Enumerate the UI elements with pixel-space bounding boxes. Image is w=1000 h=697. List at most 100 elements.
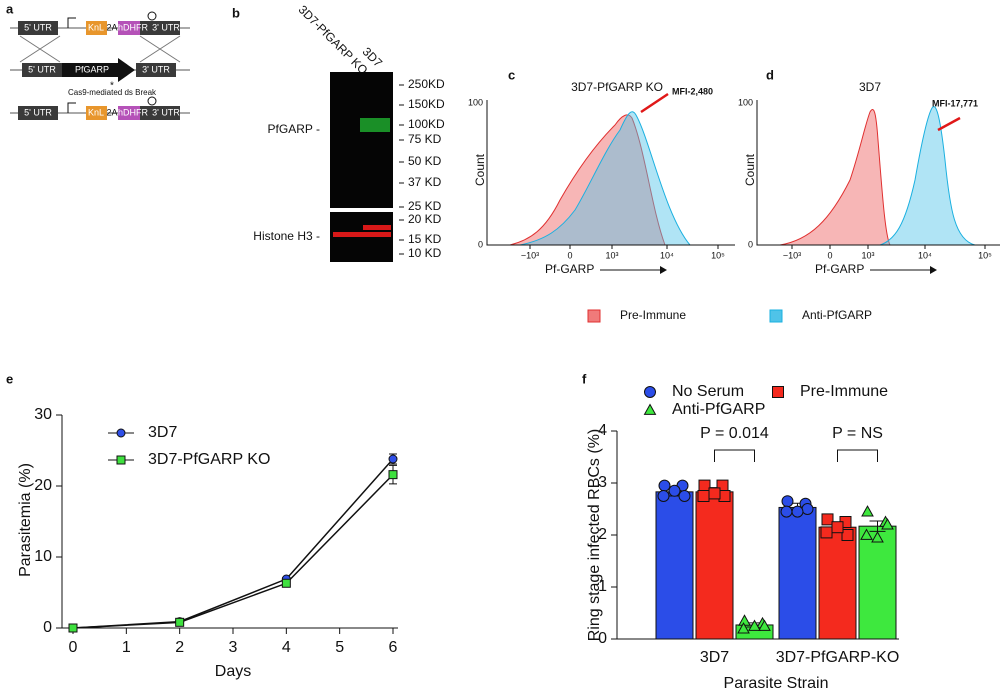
bar — [858, 525, 897, 640]
terminator — [147, 11, 157, 21]
histogram — [509, 114, 666, 246]
terminator — [147, 96, 157, 106]
x-tick-label: 3D7-PfGARP-KO — [776, 649, 900, 666]
blot — [330, 72, 393, 208]
bar — [778, 506, 817, 640]
x-tick-label: 0 — [827, 250, 832, 260]
panel-letter: b — [232, 5, 240, 20]
point — [841, 529, 854, 541]
box — [22, 63, 62, 77]
annotation: MFI-2,480 — [672, 86, 713, 96]
ladder-label: 50 KD — [408, 154, 442, 168]
cut-mark: * — [110, 81, 114, 92]
panel-letter: e — [6, 371, 13, 386]
x-tick-label: −10³ — [521, 250, 539, 260]
label: hDHFR — [118, 107, 149, 117]
point — [658, 479, 671, 492]
point — [68, 623, 78, 633]
box — [140, 106, 180, 120]
bar — [818, 526, 857, 640]
x-label: Pf-GARP — [815, 262, 864, 276]
point — [657, 490, 670, 502]
ladder-label: 15 KD — [408, 232, 442, 246]
point — [738, 614, 751, 626]
y-tick-label: 100 — [738, 97, 753, 107]
histogram — [779, 108, 891, 246]
x-tick-label: 10⁴ — [918, 250, 932, 260]
x-tick-label: 1 — [122, 639, 131, 656]
point — [801, 503, 814, 515]
legend-swatch — [769, 309, 783, 323]
band — [360, 118, 390, 132]
box — [140, 21, 180, 35]
x-tick-label: 6 — [389, 639, 398, 656]
point — [781, 495, 794, 508]
y-tick-label: 100 — [468, 97, 483, 107]
point — [871, 531, 884, 543]
x-tick-label: 10⁴ — [660, 250, 674, 260]
lane-label: 3D7-PfGARP KO — [296, 2, 371, 77]
y-label: Ring stage infected RBCs (%) — [586, 429, 603, 642]
panel-a: a 5' UTR KnL 2A hDHFR 3' UTR 5' UTR PfGA… — [6, 1, 190, 120]
point — [281, 578, 291, 588]
panel-title: 3D7 — [859, 80, 881, 94]
arrow — [640, 92, 669, 114]
x-label: Parasite Strain — [724, 675, 829, 692]
panel-letter: d — [766, 67, 774, 82]
ticks: −10³ 0 10³ 10⁴ 10⁵ 100 0 — [738, 97, 992, 260]
y-tick-label: 1 — [598, 578, 607, 595]
label: 5' UTR — [24, 22, 52, 32]
panel-d: d 3D7 MFI-17,771 Count Pf-GARP −10³ 0 10³ 1… — [738, 67, 1000, 276]
ladder-label: 20 KD — [408, 212, 442, 226]
y-tick-label: 0 — [598, 630, 607, 647]
point — [860, 528, 873, 540]
band — [363, 225, 391, 230]
x-tick-label: 10⁵ — [711, 250, 725, 260]
y-label: Parasitemia (%) — [17, 463, 34, 577]
label: KnL — [88, 22, 104, 32]
point — [780, 505, 793, 518]
histogram — [879, 106, 976, 246]
legend-marker — [116, 428, 126, 438]
x-tick-label: 2 — [175, 639, 184, 656]
y-label: Count — [473, 153, 487, 186]
y-tick-label: 20 — [34, 477, 52, 494]
y-tick-label: 3 — [598, 474, 607, 491]
x-tick-label: 0 — [567, 250, 572, 260]
y-tick-label: 0 — [43, 619, 52, 636]
panel-title: 3D7-PfGARP KO — [571, 80, 663, 94]
point — [737, 622, 750, 634]
panel-letter: c — [508, 67, 515, 82]
point — [831, 521, 844, 534]
box — [18, 21, 58, 35]
ladder-label: 25 KD — [408, 199, 442, 213]
note: Cas9-mediated ds Break — [68, 88, 157, 97]
legend-swatch — [587, 309, 601, 323]
gene-arrow — [62, 58, 135, 82]
ladder-label: 10 KD — [408, 246, 442, 260]
y-tick-label: 0 — [748, 239, 753, 249]
box — [86, 106, 107, 120]
y-tick-label: 0 — [478, 239, 483, 249]
box — [18, 106, 58, 120]
crossover — [19, 35, 181, 63]
annotation: P = NS — [832, 425, 883, 442]
x-tick-label: −10³ — [783, 250, 801, 260]
x-tick-label: 4 — [282, 639, 291, 656]
bracket — [714, 449, 755, 462]
y-tick-label: 2 — [598, 526, 607, 543]
x-tick-label: 3 — [229, 639, 238, 656]
axis — [486, 100, 735, 246]
legend-label: Anti-PfGARP — [802, 308, 872, 322]
label: 2A — [106, 107, 117, 117]
point — [388, 470, 398, 480]
ladder-label: 37 KD — [408, 175, 442, 189]
point — [718, 490, 731, 502]
legend-marker — [643, 403, 657, 415]
legend-label: Pre-Immune — [800, 383, 888, 400]
series-line — [72, 474, 394, 629]
x-label: Pf-GARP — [545, 262, 594, 276]
